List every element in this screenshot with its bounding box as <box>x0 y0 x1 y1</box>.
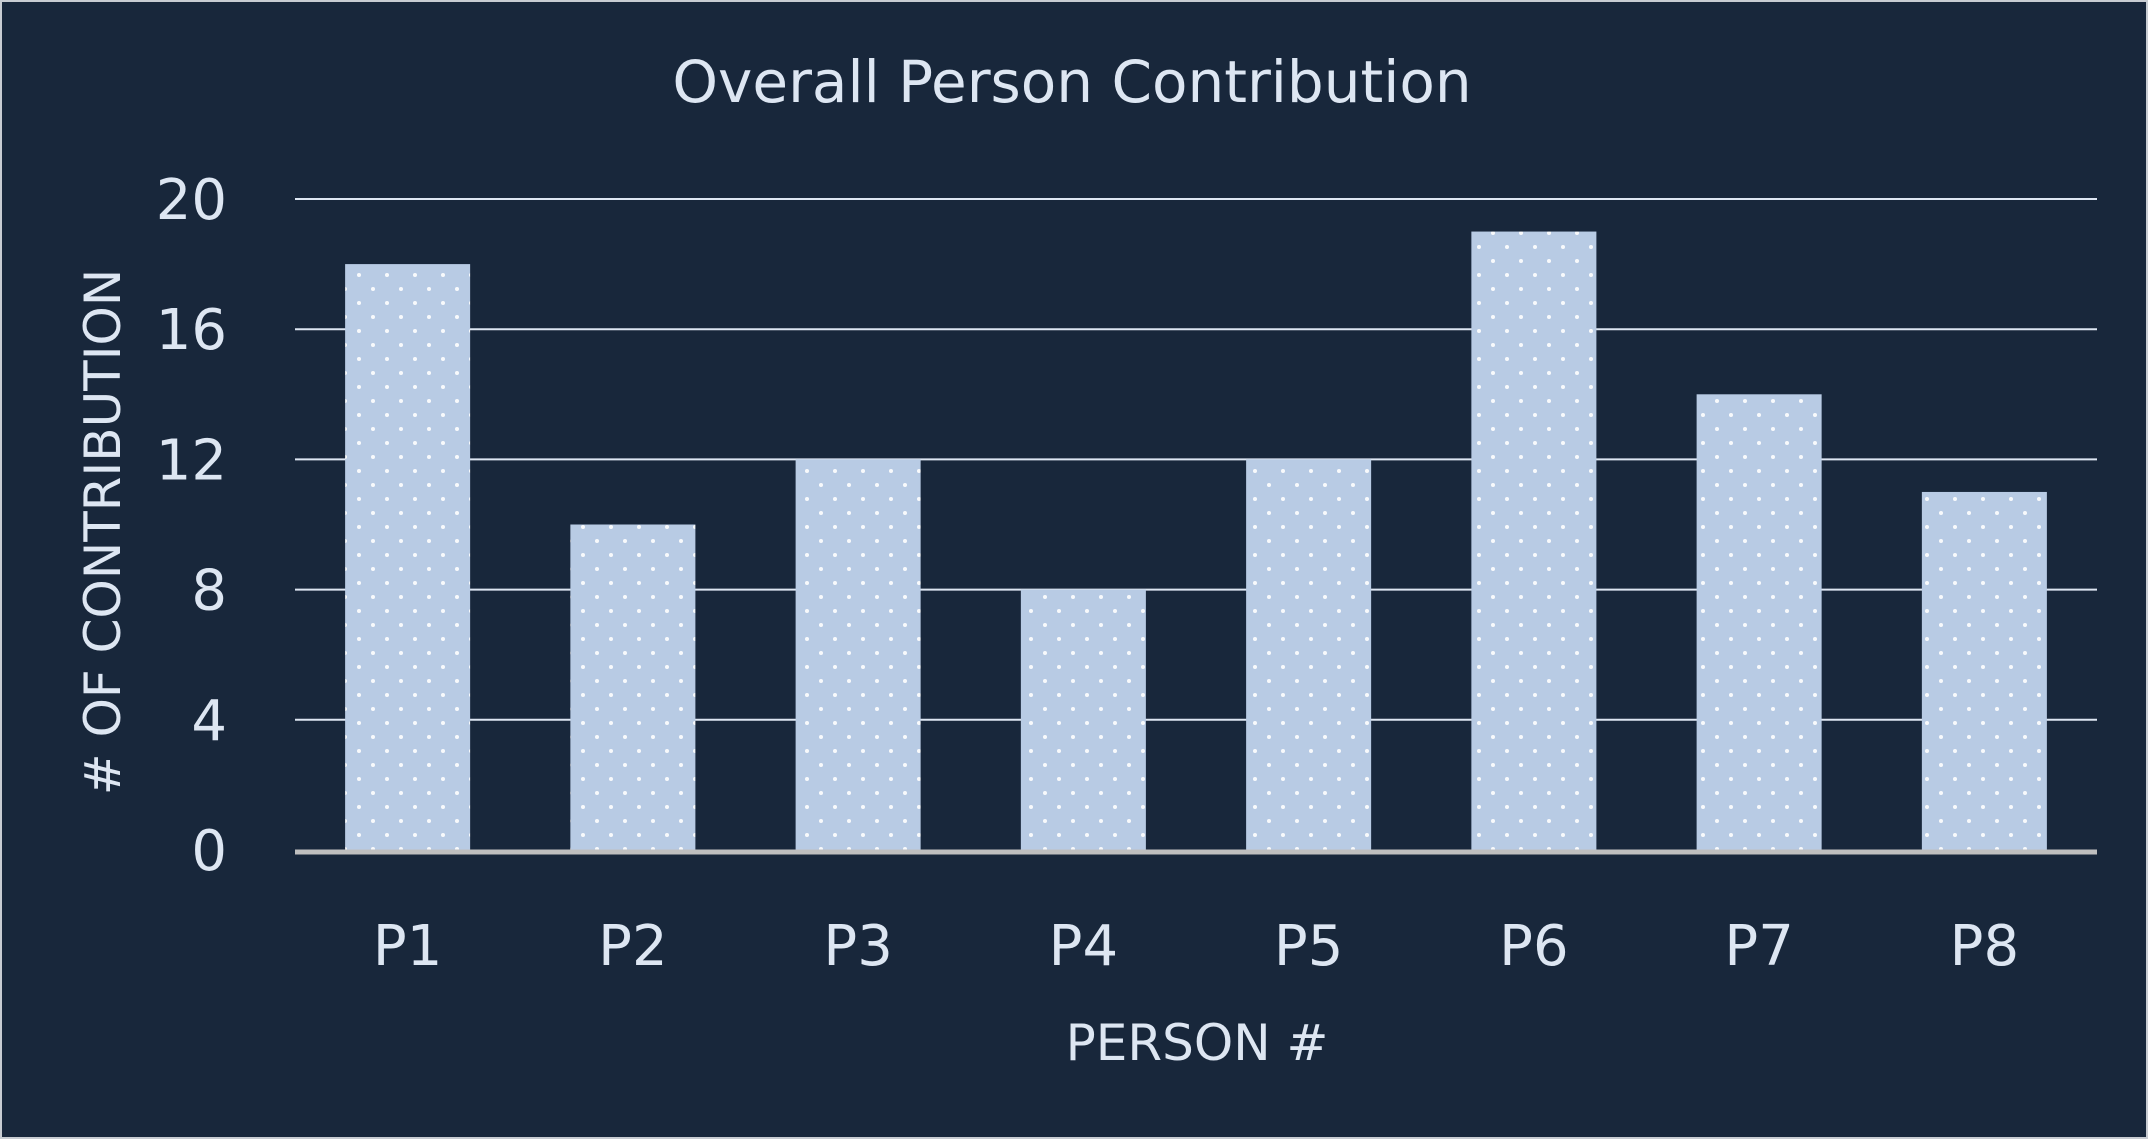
x-tick-label: P1 <box>373 914 442 979</box>
bar-p7 <box>1696 394 1822 850</box>
x-axis-label: PERSON # <box>1066 1014 1329 1072</box>
bar-p5 <box>1246 459 1372 850</box>
x-tick-label: P4 <box>1049 914 1118 979</box>
y-tick-label: 8 <box>191 559 227 624</box>
x-tick-label: P8 <box>1950 914 2019 979</box>
bar-p1 <box>345 264 471 851</box>
x-tick-label: P7 <box>1724 914 1793 979</box>
bars <box>345 231 2047 851</box>
y-tick-label: 16 <box>156 298 227 363</box>
bar-p8 <box>1921 491 2047 850</box>
x-tick-label: P6 <box>1499 914 1568 979</box>
y-axis-label: # OF CONTRIBUTION <box>74 269 132 795</box>
bar-p4 <box>1020 589 1146 850</box>
x-tick-label: P2 <box>598 914 667 979</box>
y-tick-label: 12 <box>156 428 227 493</box>
x-tick-label: P3 <box>823 914 892 979</box>
y-tick-label: 20 <box>156 168 227 233</box>
bar-p2 <box>570 524 696 850</box>
x-tick-label: P5 <box>1274 914 1343 979</box>
bar-p6 <box>1471 231 1597 851</box>
y-tick-label: 0 <box>191 819 227 884</box>
x-axis-ticks: P1 P2 P3 P4 P5 P6 P7 P8 <box>373 914 2019 979</box>
chart-title: Overall Person Contribution <box>672 48 1471 116</box>
y-tick-label: 4 <box>191 689 227 754</box>
gridlines <box>295 198 2097 721</box>
y-axis-ticks: 0 4 8 12 16 20 <box>156 168 227 884</box>
bar-p3 <box>795 459 921 850</box>
